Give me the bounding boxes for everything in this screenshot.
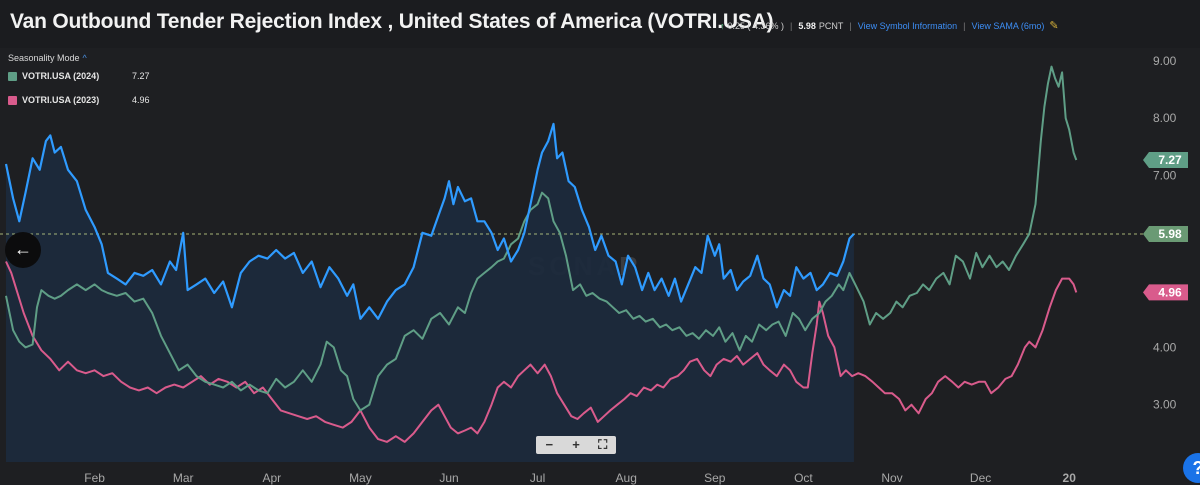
x-tick-label: Jul (530, 471, 545, 485)
chart-title: Van Outbound Tender Rejection Index , Un… (10, 10, 774, 33)
end-badge-2023-bg (1143, 284, 1188, 301)
separator: | (963, 20, 966, 31)
separator: | (849, 20, 852, 31)
y-tick-label: 9.00 (1153, 54, 1177, 68)
series-line-current (4, 122, 855, 320)
view-symbol-info-link[interactable]: View Symbol Information (857, 20, 958, 31)
fit-screen-button[interactable]: ⛶ (598, 437, 608, 452)
legend-value: 4.96 (132, 95, 150, 105)
symbol-meta: ↑ 0.25 ( 4.36% ) | 5.98 PCNT | View Symb… (720, 19, 1059, 32)
series-line-y2023 (5, 261, 1078, 443)
x-tick-label: May (349, 471, 372, 485)
help-button[interactable]: ? (1183, 453, 1200, 483)
seasonality-mode-toggle[interactable]: Seasonality Mode ^ (8, 53, 150, 63)
x-tick-label: Nov (881, 471, 902, 485)
x-tick-label: Apr (262, 471, 281, 485)
x-tick-label: Sep (704, 471, 726, 485)
legend-swatch (8, 95, 17, 105)
series-line-y2024 (5, 65, 1078, 412)
up-arrow-icon: ↑ (720, 20, 725, 31)
legend: Seasonality Mode ^ VOTRI.USA (2024) 7.27 … (8, 53, 150, 119)
x-tick-label: Jun (439, 471, 458, 485)
x-tick-label: Aug (616, 471, 637, 485)
legend-name: VOTRI.USA (2024) (22, 71, 100, 81)
zoom-in-button[interactable]: + (572, 437, 580, 452)
view-sama-link[interactable]: View SAMA (6mo) (971, 20, 1045, 31)
separator: | (790, 20, 793, 31)
seasonality-mode-label: Seasonality Mode (8, 53, 80, 63)
legend-item-2023[interactable]: VOTRI.USA (2023) 4.96 (8, 95, 150, 105)
current-year-area (6, 123, 854, 463)
legend-value: 7.27 (132, 71, 150, 81)
end-badge-2023-label: 4.96 (1158, 285, 1182, 299)
y-tick-label: 8.00 (1153, 111, 1177, 125)
reference-badge-label: 5.98 (1158, 227, 1182, 241)
caret-up-icon: ^ (82, 53, 87, 63)
legend-name: VOTRI.USA (2023) (22, 95, 100, 105)
change-value: 0.25 ( 4.36% ) (727, 20, 785, 31)
x-tick-label: Mar (173, 471, 194, 485)
x-tick-label: Feb (84, 471, 105, 485)
y-tick-label: 7.00 (1153, 169, 1177, 183)
y-tick-label: 3.00 (1153, 398, 1177, 412)
reference-badge-bg (1143, 225, 1188, 242)
y-tick-label: 4.00 (1153, 340, 1177, 354)
zoom-out-button[interactable]: − (545, 437, 554, 452)
chart-header: Van Outbound Tender Rejection Index , Un… (0, 0, 1200, 48)
zoom-controls: − + ⛶ (536, 436, 616, 454)
x-tick-label: Dec (970, 471, 991, 485)
legend-item-2024[interactable]: VOTRI.USA (2024) 7.27 (8, 71, 150, 81)
back-arrow-icon[interactable]: ← (5, 232, 41, 268)
pin-icon[interactable]: ✎ (1049, 20, 1059, 32)
end-badge-2024-bg (1143, 152, 1188, 169)
unit-label: PCNT (818, 20, 844, 31)
legend-swatch (8, 71, 17, 81)
last-value: 5.98 (798, 20, 816, 31)
x-tick-label: 20 (1063, 471, 1077, 485)
end-badge-2024-label: 7.27 (1158, 153, 1182, 167)
x-tick-label: Oct (794, 471, 813, 485)
